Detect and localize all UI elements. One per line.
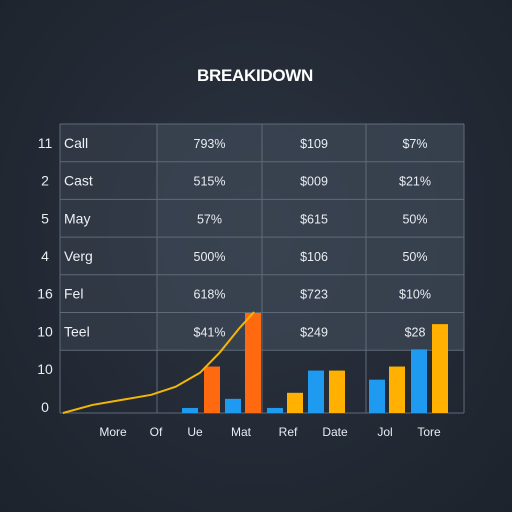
cell-value: $28: [405, 325, 426, 339]
cell-value: 57%: [197, 212, 222, 226]
x-tick-label: Ref: [279, 425, 298, 439]
bar: [182, 407, 198, 413]
cell-value: 50%: [402, 212, 427, 226]
x-axis-labels: More Of Ue Mat Ref Date Jol Tore: [99, 425, 441, 439]
bar: [329, 370, 345, 413]
bar: [204, 366, 220, 413]
rank-number: 11: [38, 135, 53, 151]
cell-value: 618%: [194, 288, 226, 302]
cell-value: $7%: [402, 137, 427, 151]
trend-curve: [62, 311, 255, 414]
row-label: Fel: [64, 286, 83, 302]
bar-series: [182, 313, 448, 413]
bar: [432, 324, 448, 413]
cell-value: $10%: [399, 288, 431, 302]
bar: [369, 379, 385, 413]
chart-title: BREAKIDOWN: [197, 66, 313, 85]
row-label: Cast: [64, 173, 93, 189]
x-tick-label: Mat: [231, 425, 252, 439]
cell-value: $723: [300, 288, 328, 302]
cell-value: $41%: [194, 325, 226, 339]
row-label: Call: [64, 135, 88, 151]
bar: [267, 407, 283, 413]
row-label: Teel: [64, 323, 90, 339]
cell-value: $009: [300, 175, 328, 189]
bar: [389, 366, 405, 413]
row-label: Verg: [64, 248, 93, 264]
rank-number: 10: [37, 361, 53, 377]
x-tick-label: Jol: [377, 425, 392, 439]
x-tick-label: More: [99, 425, 127, 439]
bar: [245, 313, 261, 413]
x-tick-label: Date: [322, 425, 348, 439]
bar: [411, 349, 427, 413]
bar: [287, 392, 303, 413]
cell-value: 500%: [194, 250, 226, 264]
table-cells: 793% $109 $7% 515% $009 $21% 57% $615 50% 500% $10…: [194, 137, 431, 340]
row-labels: Call Cast May Verg Fel Teel: [64, 135, 93, 340]
cell-value: $106: [300, 250, 328, 264]
x-tick-label: Of: [150, 425, 163, 439]
rank-column: 11 2 5 4 16 10 10 0: [37, 135, 53, 415]
bar: [308, 370, 324, 413]
cell-value: $615: [300, 212, 328, 226]
rank-number: 0: [41, 399, 49, 415]
rank-number: 10: [37, 323, 53, 339]
table-grid: [59, 123, 465, 414]
cell-value: $109: [300, 137, 328, 151]
cell-value: 515%: [194, 175, 226, 189]
bar: [225, 398, 241, 413]
rank-number: 16: [37, 286, 53, 302]
cell-value: 793%: [194, 137, 226, 151]
rank-number: 2: [41, 173, 49, 189]
rank-number: 5: [41, 210, 49, 226]
cell-value: $21%: [399, 175, 431, 189]
x-tick-label: Ue: [187, 425, 203, 439]
cell-value: 50%: [402, 250, 427, 264]
row-label: May: [64, 210, 90, 226]
rank-number: 4: [41, 248, 49, 264]
x-tick-label: Tore: [417, 425, 441, 439]
cell-value: $249: [300, 325, 328, 339]
